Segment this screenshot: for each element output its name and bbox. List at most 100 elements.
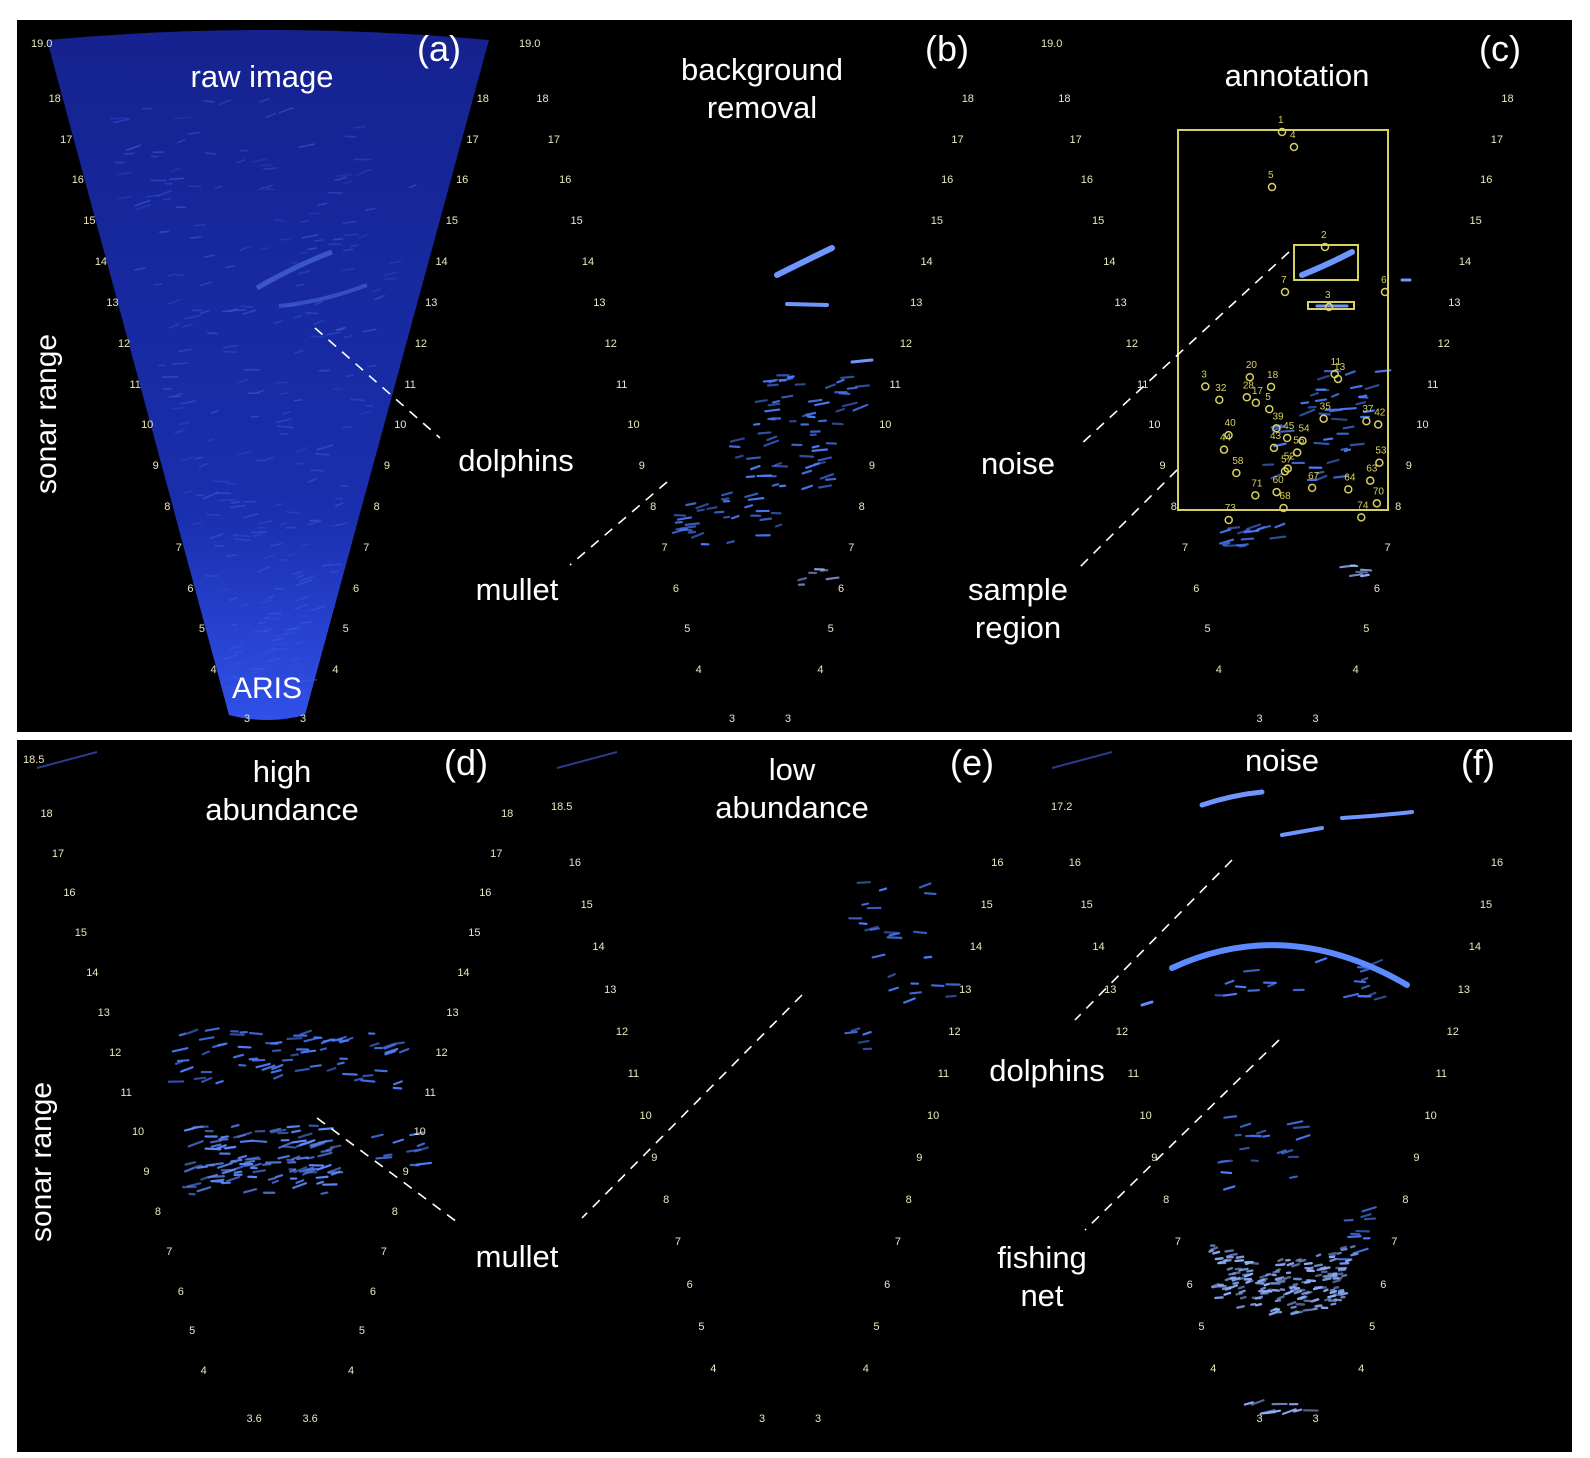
range-tick-label: 11 <box>404 378 416 391</box>
annotation-marker <box>1280 287 1290 297</box>
annotation-id: 5 <box>1268 170 1274 181</box>
range-tick-label: 11 <box>1127 1067 1140 1080</box>
dolphin-annotation-box <box>1307 301 1355 310</box>
echo-mark <box>117 171 133 176</box>
echo-mark <box>336 173 353 178</box>
range-tick-label: 9 <box>1151 1152 1158 1165</box>
echo-mark <box>181 456 195 462</box>
range-tick-label: 3 <box>759 1413 766 1425</box>
echo-mark <box>320 1191 329 1195</box>
echo-mark <box>1363 409 1376 414</box>
range-tick-label: 13 <box>106 296 119 309</box>
echo-mark <box>766 435 778 442</box>
echo-mark <box>1292 1125 1310 1130</box>
echo-mark <box>198 462 209 468</box>
echo-mark <box>1250 1399 1265 1406</box>
echo-mark <box>168 395 182 398</box>
echo-mark <box>345 374 355 378</box>
echo-mark <box>691 532 705 539</box>
echo-mark <box>275 418 292 424</box>
echo-mark <box>332 237 344 241</box>
echo-mark <box>179 400 196 405</box>
echo-mark <box>261 247 270 250</box>
annotation-id: 32 <box>1215 383 1227 394</box>
echo-mark <box>269 1127 282 1133</box>
echo-mark <box>332 1037 344 1042</box>
echo-mark <box>675 528 693 532</box>
range-tick-label: 3 <box>300 713 307 725</box>
echo-mark <box>1280 1149 1294 1155</box>
annotation-noise-top: noise <box>980 446 1056 481</box>
annotation-marker <box>1289 142 1299 152</box>
range-tick-label: 3 <box>1256 713 1263 725</box>
echo-mark <box>1283 1275 1292 1280</box>
echo-mark <box>297 1132 313 1139</box>
echo-mark <box>1360 1213 1372 1219</box>
echo-mark <box>265 112 277 119</box>
echo-mark <box>1260 1286 1267 1291</box>
echo-mark <box>1256 1129 1267 1135</box>
echo-mark <box>295 640 304 645</box>
range-tick-label: 14 <box>94 256 108 269</box>
echo-mark <box>227 686 236 689</box>
echo-mark <box>1347 1235 1362 1239</box>
echo-mark <box>223 1145 236 1150</box>
range-tick-label: 7 <box>1174 1236 1181 1249</box>
raw-image-texture <box>110 98 417 700</box>
echo-mark <box>168 177 185 181</box>
echo-mark <box>887 973 896 978</box>
echo-mark <box>1224 1249 1234 1253</box>
echo-mark <box>1235 543 1249 547</box>
echo-mark <box>1343 448 1351 453</box>
echo-mark <box>267 1176 277 1181</box>
echo-mark <box>824 383 837 390</box>
echo-mark <box>313 319 325 325</box>
echo-mark <box>273 634 282 638</box>
echo-mark <box>726 540 735 544</box>
echo-mark <box>1349 573 1364 578</box>
echo-mark <box>1322 1277 1332 1282</box>
echo-mark <box>243 512 259 519</box>
echo-mark <box>298 251 308 255</box>
range-tick-label: 8 <box>650 500 657 513</box>
range-tick-label: 16 <box>941 174 954 187</box>
echo-mark <box>389 260 402 264</box>
echo-mark <box>193 1076 207 1081</box>
range-tick-label: 17 <box>547 133 560 146</box>
annotation-marker <box>1375 458 1384 467</box>
echo-mark <box>291 1155 301 1161</box>
echo-mark <box>1246 523 1262 530</box>
echo-mark <box>322 1038 336 1043</box>
range-tick-label: 15 <box>980 899 993 912</box>
range-tick-label: 19.0 <box>31 38 53 50</box>
range-tick-label: 13 <box>1457 983 1470 996</box>
echo-mark <box>756 474 773 478</box>
range-tick-label: 15 <box>580 899 593 912</box>
annotation-id: 11 <box>1331 357 1342 368</box>
annotation-id: 6 <box>1381 275 1387 286</box>
echo-mark <box>251 667 266 670</box>
echo-mark <box>257 389 265 394</box>
range-tick-label: 11 <box>129 378 141 391</box>
echo-mark <box>217 1162 233 1169</box>
echo-mark <box>1329 1290 1338 1295</box>
echo-mark <box>774 523 783 528</box>
echo-mark <box>1307 405 1317 409</box>
echo-mark <box>194 456 203 460</box>
echo-mark <box>269 642 286 646</box>
echo-mark <box>255 459 267 462</box>
echo-mark <box>1223 1258 1232 1263</box>
range-tick-label: 17 <box>60 133 73 146</box>
echo-mark <box>1261 1289 1271 1294</box>
echo-mark <box>330 570 339 574</box>
echo-mark <box>215 492 232 495</box>
echo-mark <box>1306 1279 1317 1283</box>
panel-a-letter: (a) <box>417 28 461 69</box>
range-tick-label: 18 <box>40 807 53 820</box>
echo-mark <box>797 577 808 582</box>
annotation-marker <box>1251 398 1261 408</box>
echo-mark <box>801 484 814 491</box>
echo-mark <box>243 1164 251 1168</box>
echo-mark <box>1281 1408 1297 1415</box>
